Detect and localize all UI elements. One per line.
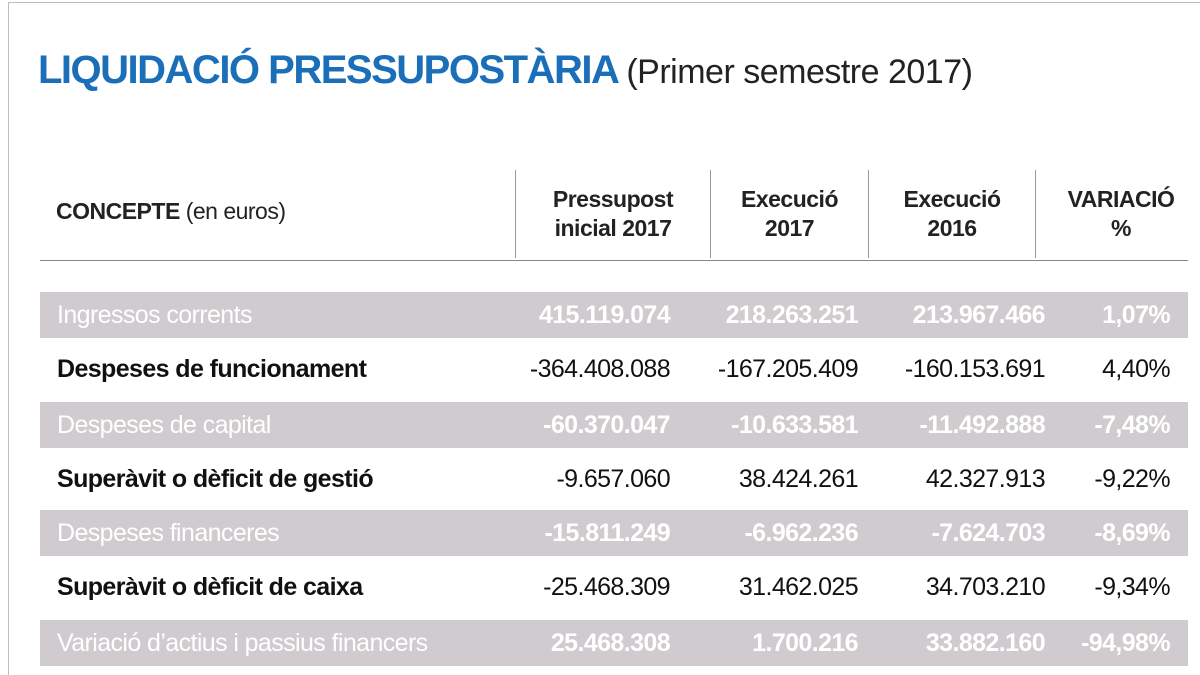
row-label: Ingressos corrents	[57, 301, 252, 329]
row-value: -8,69%	[1094, 519, 1170, 547]
header-concept-note: (en euros)	[185, 198, 286, 224]
column-divider	[710, 170, 711, 258]
row-value: -7.624.703	[931, 519, 1045, 547]
header-execucio-2016: Execució 2016	[869, 170, 1035, 258]
header-variacio: VARIACIÓ%	[1036, 170, 1200, 258]
row-value: -10.633.581	[731, 411, 858, 439]
row-value: -25.468.309	[543, 573, 670, 601]
row-label: Variació d’actius i passius financers	[57, 629, 428, 657]
table-row: Despeses de funcionament -364.408.088 -167…	[40, 346, 1188, 392]
row-label: Superàvit o dèficit de caixa	[57, 573, 363, 601]
row-value: -167.205.409	[717, 355, 859, 383]
header-line: inicial 2017	[554, 215, 672, 241]
row-value: 218.263.251	[725, 301, 859, 329]
row-value: -364.408.088	[529, 355, 671, 383]
header-line: %	[1111, 215, 1131, 241]
row-value: -7,48%	[1094, 411, 1170, 439]
row-value: 4,40%	[1102, 355, 1170, 383]
row-value: 1.700.216	[752, 629, 858, 657]
column-divider	[1035, 170, 1036, 258]
table-row: Ingressos corrents 415.119.074 218.263.251…	[40, 292, 1188, 338]
header-line: 2017	[764, 215, 815, 241]
row-value: -9,34%	[1094, 573, 1170, 601]
header-line: Pressupost	[552, 186, 674, 212]
row-value: 42.327.913	[925, 465, 1046, 493]
row-label: Despeses de funcionament	[57, 355, 367, 383]
header-line: VARIACIÓ	[1067, 186, 1175, 212]
column-divider	[868, 170, 869, 258]
row-value: -6.962.236	[744, 519, 858, 547]
header-pressupost-inicial: Pressupost inicial 2017	[516, 170, 710, 258]
frame-border-top	[8, 2, 1200, 3]
header-line: Execució	[741, 186, 839, 212]
row-value: 415.119.074	[538, 301, 671, 329]
row-value: -60.370.047	[543, 411, 670, 439]
header-execucio-2017: Execució 2017	[711, 170, 868, 258]
table-row: Despeses de capital -60.370.047 -10.633.58…	[40, 402, 1188, 448]
row-label: Despeses de capital	[57, 411, 271, 439]
row-value: -9.657.060	[556, 465, 670, 493]
table-row: Superàvit o dèficit de caixa -25.468.309 3…	[40, 564, 1188, 610]
row-value: 25.468.308	[550, 629, 671, 657]
table-row: Despeses financeres -15.811.249 -6.962.236…	[40, 510, 1188, 556]
column-divider	[515, 170, 516, 258]
row-value: 34.703.210	[925, 573, 1046, 601]
row-value: 1,07%	[1102, 301, 1170, 329]
header-line: 2016	[927, 215, 977, 241]
row-value: -94,98%	[1081, 629, 1171, 657]
header-line: Execució	[903, 186, 1002, 212]
row-value: 38.424.261	[738, 465, 859, 493]
row-value: -160.153.691	[904, 355, 1046, 383]
row-value: 31.462.025	[738, 573, 859, 601]
table-row: Superàvit o dèficit de gestió -9.657.060 3…	[40, 456, 1188, 502]
row-value: -11.492.888	[919, 411, 1046, 439]
title-subtitle: (Primer semestre 2017)	[626, 53, 973, 91]
header-divider	[40, 260, 1188, 261]
row-label: Superàvit o dèficit de gestió	[57, 465, 374, 493]
title-main: LIQUIDACIÓ PRESSUPOSTÀRIA	[38, 48, 620, 92]
row-value: -9,22%	[1094, 465, 1170, 493]
page-title: LIQUIDACIÓ PRESSUPOSTÀRIA (Primer semestr…	[38, 48, 973, 93]
row-value: -15.811.249	[544, 519, 671, 547]
row-label: Despeses financeres	[57, 519, 280, 547]
table-row: Variació d’actius i passius financers 25.…	[40, 620, 1188, 666]
header-concept: CONCEPTE (en euros)	[56, 198, 286, 225]
row-value: 33.882.160	[925, 629, 1046, 657]
header-concept-label: CONCEPTE	[56, 198, 180, 224]
frame-border-left	[8, 2, 9, 675]
row-value: 213.967.466	[912, 301, 1046, 329]
